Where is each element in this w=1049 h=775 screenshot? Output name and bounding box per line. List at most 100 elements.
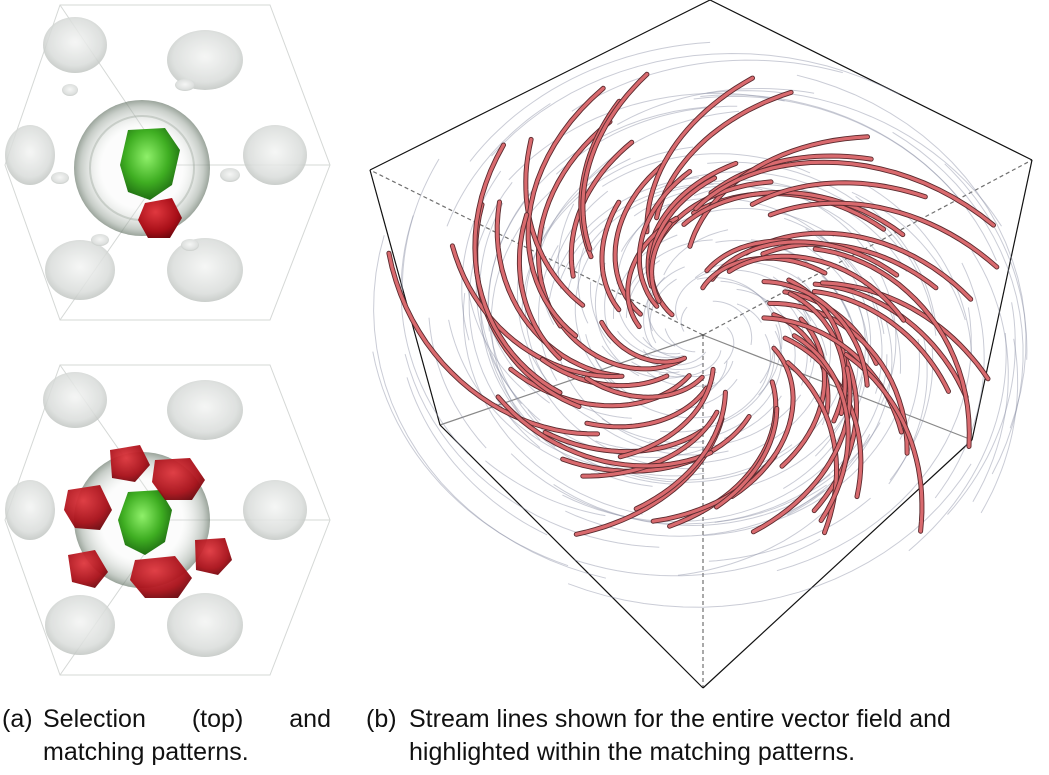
highlighted-streamline (495, 200, 621, 378)
context-streamline (736, 303, 762, 323)
highlighted-streamline (820, 281, 990, 381)
highlighted-streamline (645, 76, 755, 234)
highlighted-streamline (783, 336, 863, 499)
highlighted-streamline (694, 160, 996, 227)
highlighted-streamline (561, 325, 685, 371)
highlighted-streamline (387, 251, 600, 436)
highlighted-streamline (813, 247, 971, 449)
context-streamline (810, 354, 888, 489)
highlighted-streamline-outline (636, 169, 693, 309)
context-streamline (587, 110, 740, 180)
highlighted-streamline (710, 240, 899, 281)
context-streamline (723, 327, 735, 365)
highlighted-streamline (473, 143, 562, 395)
highlighted-streamline (705, 239, 793, 273)
context-streamline (899, 339, 920, 440)
match-red-shapes (64, 445, 232, 598)
context-streamline (461, 170, 502, 341)
context-streamline (971, 250, 1009, 503)
context-streamline (791, 192, 897, 405)
context-streamline (980, 338, 1019, 514)
highlighted-streamline (450, 244, 624, 379)
context-streamline (573, 538, 821, 577)
highlighted-streamline (646, 161, 738, 288)
volume-render-selection (0, 0, 335, 340)
context-streamline (660, 197, 850, 268)
context-streamline (676, 351, 707, 366)
context-streamline (660, 349, 776, 433)
streamline-cube-render (360, 0, 1049, 690)
highlighted-streamline (750, 181, 927, 206)
context-streamline (700, 94, 997, 262)
highlighted-streamline (762, 280, 869, 387)
context-streamline (496, 402, 618, 470)
highlighted-streamline (768, 201, 999, 269)
highlighted-streamline (844, 352, 924, 533)
context-streamline (617, 330, 684, 359)
highlighted-streamline (496, 395, 713, 468)
caption-a-text: Selection (top) and matching patterns. (43, 705, 331, 766)
context-streamline (567, 463, 972, 608)
context-streamline (658, 350, 722, 378)
highlighted-streamline (780, 317, 827, 468)
context-streamline (758, 324, 781, 396)
volume-render-matches (0, 360, 335, 690)
context-streamline (693, 95, 969, 211)
match-red-shape (138, 198, 182, 238)
context-streamline (715, 333, 772, 425)
context-streamline (521, 146, 694, 315)
context-streamline (706, 90, 1002, 227)
context-streamline (428, 317, 487, 449)
highlighted-streamline (768, 301, 909, 455)
context-streamline (663, 229, 729, 276)
highlighted-streamline (618, 367, 715, 459)
context-streamline (643, 266, 685, 348)
context-streamline (487, 106, 708, 332)
context-streamline (553, 483, 827, 527)
selection-green-shape (118, 490, 172, 555)
context-streamline (485, 460, 606, 517)
context-streamline (567, 183, 714, 291)
context-streamline (934, 262, 985, 499)
context-streamline (647, 285, 676, 347)
caption-b-text: Stream lines shown for the entire vector… (409, 705, 951, 766)
context-streamline (466, 279, 526, 392)
context-streamline (708, 497, 871, 562)
highlighted-streamlines (386, 71, 1000, 537)
context-streamline (677, 504, 832, 576)
highlighted-streamline (540, 357, 669, 388)
context-streamline (469, 41, 711, 162)
highlighted-streamline (585, 375, 704, 399)
context-streamline (401, 158, 440, 306)
context-streamline (491, 52, 900, 157)
context-streamline (631, 361, 680, 374)
context-streamline (649, 394, 802, 448)
context-streamline (680, 306, 688, 332)
context-streamline (720, 280, 783, 350)
highlighted-streamline (626, 216, 678, 329)
context-streamline (642, 336, 681, 358)
context-streamline (551, 190, 609, 277)
context-streamline (892, 131, 1024, 475)
highlighted-streamline (600, 200, 621, 312)
context-streamline (633, 185, 884, 262)
context-streamline (702, 416, 896, 537)
context-streamline (648, 276, 666, 332)
highlighted-streamline (600, 320, 687, 364)
highlighted-streamline (581, 410, 719, 478)
context-streamline (558, 183, 763, 286)
context-streamline (373, 235, 607, 579)
context-streamline (712, 300, 753, 345)
context-streamline (864, 184, 973, 359)
context-blobs (5, 17, 307, 302)
context-streamline (508, 92, 785, 181)
context-streamline (406, 377, 548, 536)
context-streamline (557, 203, 575, 290)
context-streamline (400, 215, 469, 455)
highlighted-streamline (727, 254, 906, 322)
context-streamline (548, 177, 699, 300)
context-streamline (446, 103, 551, 227)
highlighted-streamline (709, 154, 873, 195)
context-streamline (908, 332, 1007, 552)
context-streamline (736, 288, 796, 372)
